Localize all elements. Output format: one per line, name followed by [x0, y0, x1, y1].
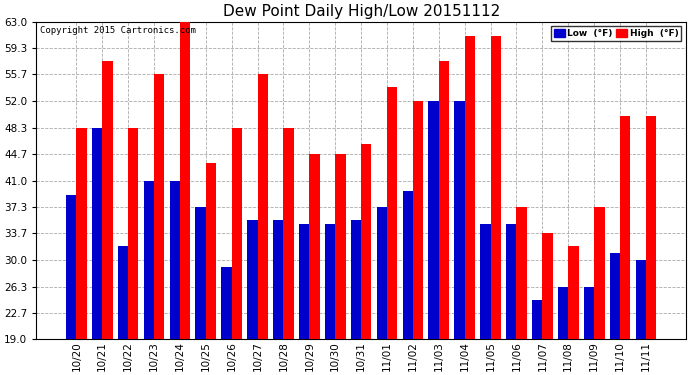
Text: Copyright 2015 Cartronics.com: Copyright 2015 Cartronics.com: [40, 27, 195, 36]
Bar: [102, 62, 112, 375]
Bar: [144, 181, 154, 375]
Bar: [646, 116, 656, 375]
Title: Dew Point Daily High/Low 20151112: Dew Point Daily High/Low 20151112: [222, 4, 500, 19]
Bar: [454, 101, 464, 375]
Bar: [610, 253, 620, 375]
Bar: [532, 300, 542, 375]
Bar: [335, 154, 346, 375]
Bar: [480, 224, 491, 375]
Bar: [620, 116, 631, 375]
Bar: [491, 36, 501, 375]
Bar: [569, 246, 579, 375]
Bar: [77, 128, 87, 375]
Bar: [232, 128, 242, 375]
Bar: [377, 207, 387, 375]
Bar: [221, 267, 232, 375]
Bar: [351, 220, 361, 375]
Bar: [413, 101, 423, 375]
Bar: [387, 87, 397, 375]
Bar: [154, 74, 164, 375]
Bar: [273, 220, 284, 375]
Bar: [284, 128, 294, 375]
Bar: [428, 101, 439, 375]
Bar: [180, 22, 190, 375]
Bar: [66, 195, 77, 375]
Bar: [361, 144, 371, 375]
Bar: [247, 220, 257, 375]
Bar: [170, 181, 180, 375]
Bar: [257, 74, 268, 375]
Bar: [299, 224, 309, 375]
Bar: [594, 207, 604, 375]
Bar: [128, 128, 139, 375]
Bar: [464, 36, 475, 375]
Bar: [506, 224, 517, 375]
Bar: [635, 260, 646, 375]
Bar: [402, 191, 413, 375]
Legend: Low  (°F), High  (°F): Low (°F), High (°F): [551, 26, 681, 40]
Bar: [558, 287, 569, 375]
Bar: [206, 162, 216, 375]
Bar: [584, 287, 594, 375]
Bar: [517, 207, 527, 375]
Bar: [92, 128, 102, 375]
Bar: [118, 246, 128, 375]
Bar: [439, 62, 449, 375]
Bar: [195, 207, 206, 375]
Bar: [309, 154, 319, 375]
Bar: [542, 233, 553, 375]
Bar: [325, 224, 335, 375]
